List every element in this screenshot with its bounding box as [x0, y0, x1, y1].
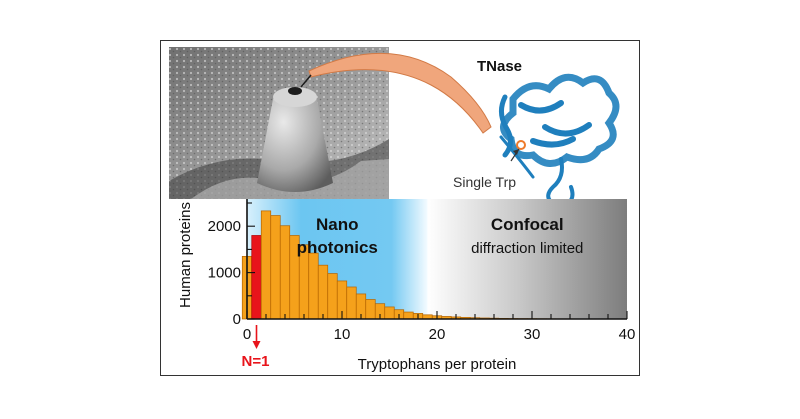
- bar-x-9: [327, 273, 338, 320]
- trp-label: Single Trp: [453, 174, 516, 190]
- trp-arrow-head: [513, 149, 519, 155]
- labels-layer: Nano photonics Confocal diffraction limited…: [177, 202, 635, 373]
- figure-svg: TNase Single Trp Nano photonics Confocal di…: [169, 47, 635, 373]
- bar-x-11: [346, 286, 357, 320]
- bar-x-7: [308, 252, 319, 320]
- region-2-band: [427, 199, 627, 319]
- highlight-label: N=1: [242, 353, 270, 370]
- x-tick-label-10: 10: [334, 326, 351, 343]
- connector-beam: [308, 52, 492, 134]
- y-tick-label-0: 0: [233, 311, 241, 328]
- x-tick-label-20: 20: [429, 326, 446, 343]
- bar-x-3: [270, 215, 281, 320]
- bar-x-2: [260, 210, 272, 320]
- connector-line: [300, 74, 312, 88]
- region-1-title: Nano: [316, 215, 359, 234]
- bar-x-13: [365, 299, 376, 320]
- y-axis-label: Human proteins: [177, 202, 194, 308]
- axes-layer: [246, 199, 628, 320]
- bar-x-17: [403, 311, 414, 320]
- bar-x-1: [251, 235, 262, 320]
- y-tick-label-1000: 1000: [208, 265, 241, 282]
- x-tick-label-0: 0: [243, 326, 251, 343]
- sem-micrograph: [169, 47, 389, 199]
- region-2-title: Confocal: [491, 215, 564, 234]
- region-2-subtitle: diffraction limited: [471, 240, 583, 257]
- bar-x-8: [317, 264, 329, 320]
- region-1-subtitle: photonics: [297, 238, 378, 257]
- pillar-shape: [257, 92, 333, 192]
- x-axis-label: Tryptophans per protein: [358, 356, 517, 373]
- x-tick-label-40: 40: [619, 326, 636, 343]
- bar-x-15: [384, 306, 395, 320]
- aperture-hole: [288, 87, 302, 95]
- protein-label: TNase: [477, 58, 522, 75]
- figure-panel: TNase Single Trp Nano photonics Confocal di…: [160, 40, 640, 376]
- trp-marker: [516, 140, 526, 150]
- highlight-arrow-head: [252, 341, 261, 349]
- bar-x-4: [279, 225, 291, 320]
- y-tick-label-2000: 2000: [208, 218, 241, 235]
- x-tick-label-30: 30: [524, 326, 541, 343]
